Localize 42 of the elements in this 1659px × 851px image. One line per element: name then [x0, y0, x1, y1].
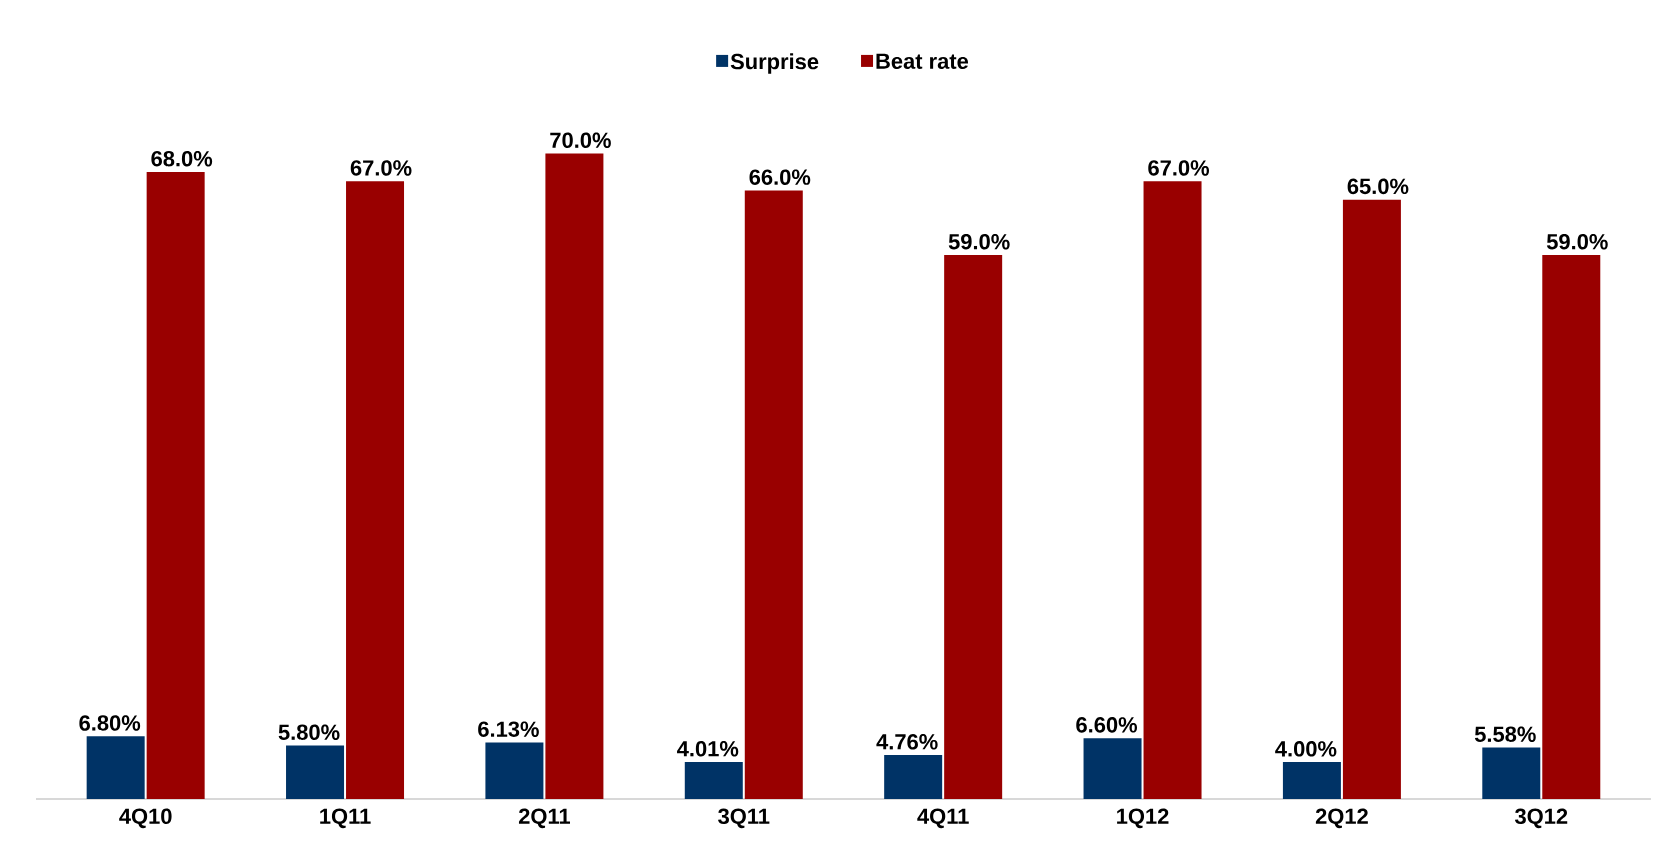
data-label: 4.76%	[876, 734, 938, 750]
bar	[545, 153, 604, 799]
bar	[944, 254, 1003, 799]
x-tick-label: 4Q11	[917, 808, 969, 829]
x-tick-label: 3Q12	[1514, 808, 1568, 829]
data-label: 5.80%	[278, 724, 340, 740]
bar	[146, 171, 205, 799]
bar	[485, 742, 544, 799]
bar	[86, 736, 145, 799]
data-label: 4.01%	[677, 740, 739, 757]
data-label: 67.0%	[1148, 160, 1210, 176]
data-label: 4.00%	[1275, 741, 1337, 757]
bar	[286, 745, 345, 799]
bar	[1282, 762, 1341, 799]
legend-label: Surprise	[730, 53, 819, 74]
bar	[744, 190, 803, 799]
bar	[1542, 254, 1601, 799]
x-tick-label: 1Q12	[1117, 808, 1169, 829]
x-tick-label: 4Q10	[119, 808, 172, 829]
bar	[1143, 181, 1202, 799]
bar	[1083, 738, 1142, 799]
bar	[884, 755, 943, 799]
legend-label: Beat rate	[876, 53, 969, 69]
x-tick-label: 2Q11	[518, 808, 570, 829]
x-tick-label: 3Q11	[718, 808, 770, 829]
data-label: 67.0%	[350, 160, 412, 176]
bar	[346, 181, 405, 799]
data-label: 6.13%	[478, 721, 539, 737]
bar	[1342, 199, 1401, 799]
data-label: 70.0%	[550, 132, 611, 149]
data-label: 5.58%	[1474, 726, 1536, 743]
data-label: 59.0%	[1546, 233, 1608, 250]
data-label: 66.0%	[749, 169, 811, 185]
bar	[1482, 747, 1541, 799]
data-label: 59.0%	[948, 233, 1010, 250]
data-label: 6.80%	[79, 715, 141, 731]
data-label: 65.0%	[1347, 178, 1409, 195]
data-label: 6.60%	[1076, 717, 1138, 733]
x-tick-label: 2Q12	[1315, 808, 1368, 829]
data-label: 68.0%	[151, 150, 213, 167]
bar	[684, 762, 743, 799]
x-tick-label: 1Q11	[320, 808, 371, 829]
